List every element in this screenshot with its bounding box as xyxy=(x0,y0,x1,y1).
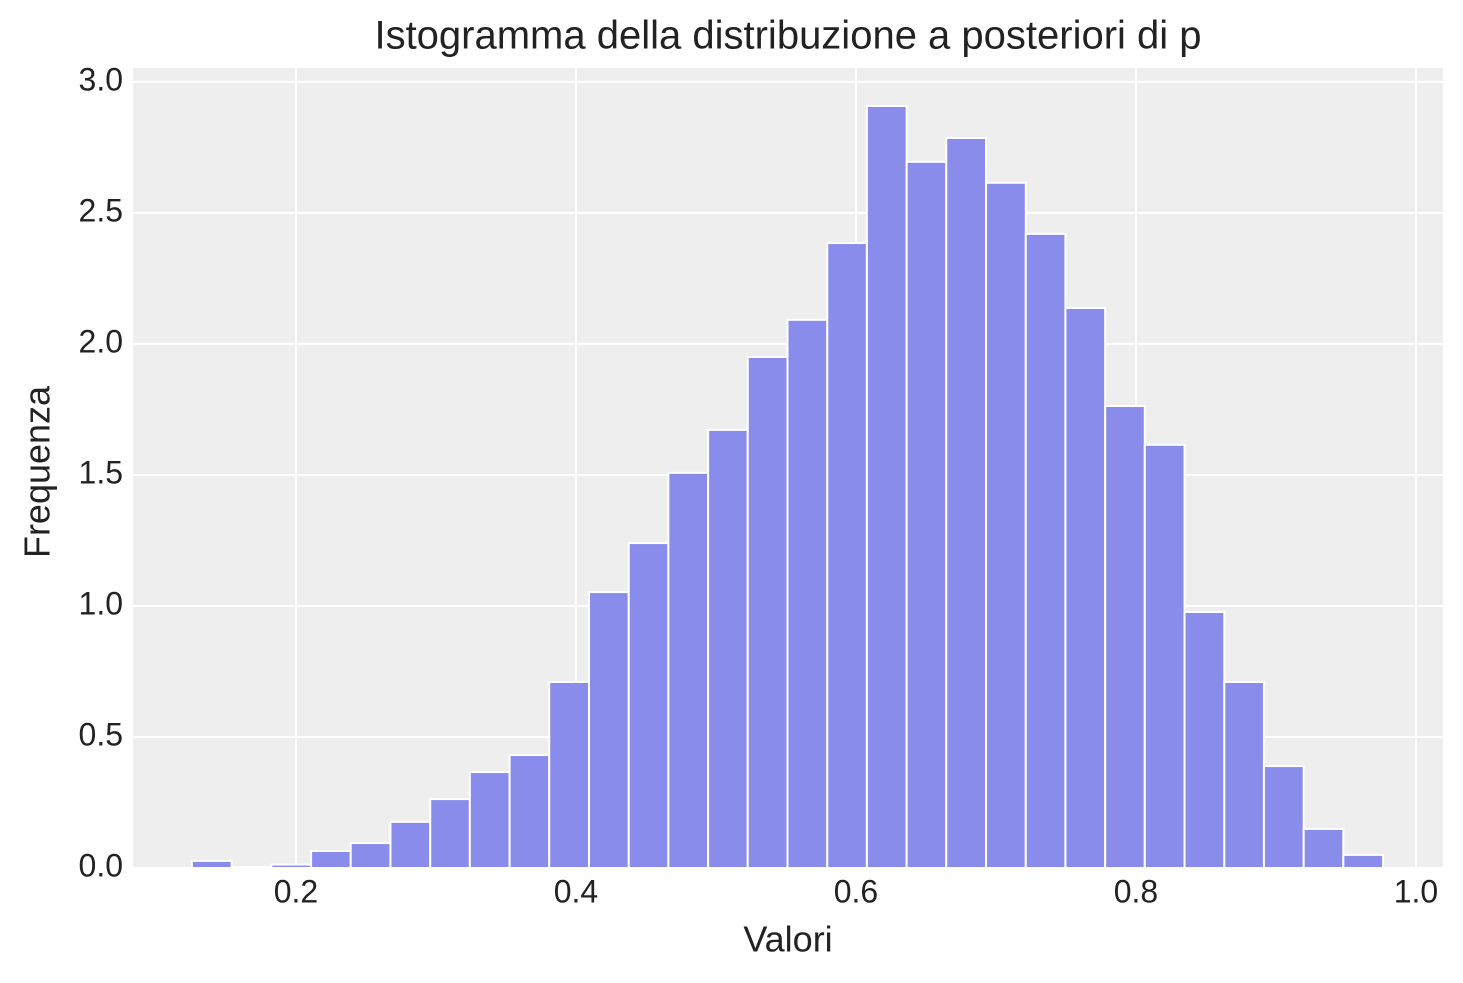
y-tick-label: 2.0 xyxy=(79,323,123,359)
bar xyxy=(786,318,829,869)
bar xyxy=(905,160,948,869)
bar xyxy=(508,754,551,869)
bar xyxy=(865,104,908,869)
bar xyxy=(667,471,710,869)
y-axis-label: Frequenza xyxy=(17,385,58,558)
bar xyxy=(1223,680,1265,869)
bar xyxy=(1024,232,1067,869)
x-tick-label: 0.4 xyxy=(554,873,598,909)
x-tick-label: 0.8 xyxy=(1114,873,1158,909)
y-tick-label: 1.0 xyxy=(79,585,123,621)
bar xyxy=(1342,853,1385,869)
bar xyxy=(1064,307,1107,870)
bar xyxy=(627,542,670,869)
y-tick-label: 3.0 xyxy=(79,61,123,97)
bar xyxy=(746,356,789,869)
bar xyxy=(1143,443,1186,869)
x-tick-label: 0.6 xyxy=(834,873,878,909)
bar xyxy=(985,181,1027,870)
bar xyxy=(349,842,392,869)
bar xyxy=(429,798,471,869)
y-tick-label: 2.5 xyxy=(79,192,123,228)
bar xyxy=(230,865,273,869)
x-tick-label: 0.2 xyxy=(274,873,318,909)
y-tick-label: 0.5 xyxy=(79,716,123,752)
bar xyxy=(1302,827,1345,869)
bar xyxy=(548,680,590,869)
bar xyxy=(945,136,988,869)
y-tick-label: 0.0 xyxy=(79,847,123,883)
bar xyxy=(707,428,749,869)
bar xyxy=(1183,610,1226,869)
bar xyxy=(826,242,868,869)
x-axis-label: Valori xyxy=(743,919,832,960)
x-tick-label: 1.0 xyxy=(1394,873,1438,909)
bar xyxy=(389,820,432,869)
bar xyxy=(190,859,233,869)
bar xyxy=(310,849,352,870)
bar xyxy=(587,591,630,870)
bar xyxy=(1262,765,1305,870)
bar xyxy=(1104,405,1146,869)
bar xyxy=(270,863,313,869)
chart-title: Istogramma della distribuzione a posteri… xyxy=(374,14,1201,58)
y-tick-label: 1.5 xyxy=(79,454,123,490)
bar xyxy=(468,771,511,870)
